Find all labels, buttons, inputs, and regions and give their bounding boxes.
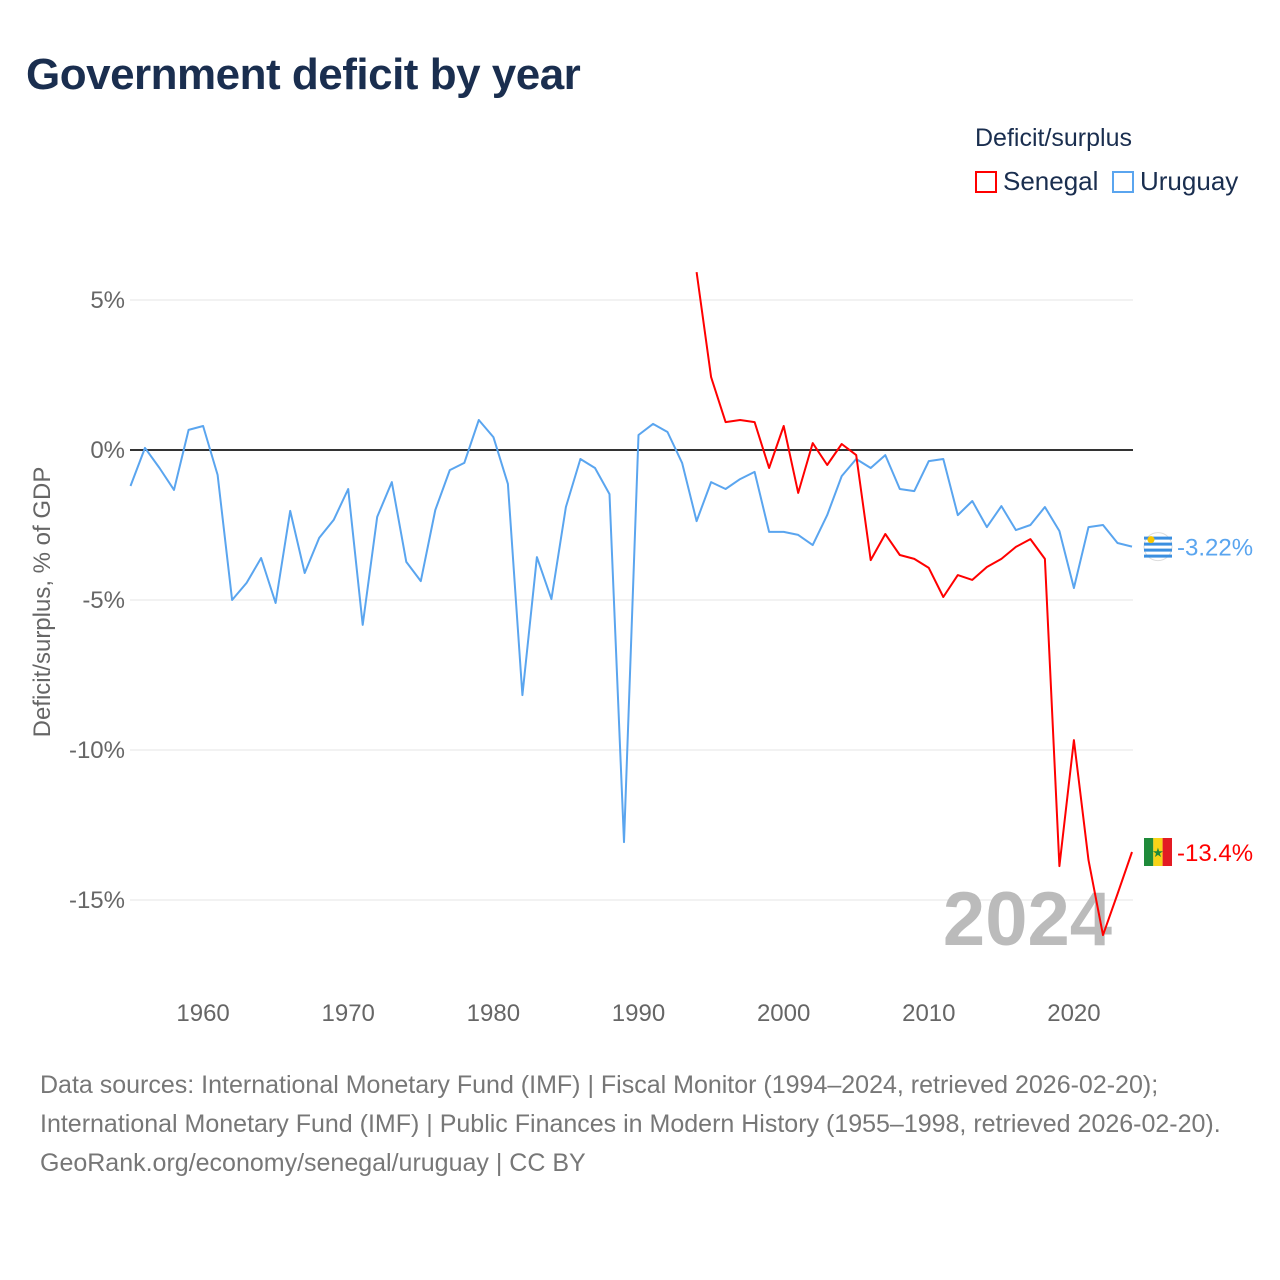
footer: Data sources: International Monetary Fun… (40, 1066, 1240, 1183)
flag-stripe (1153, 838, 1163, 866)
y-tick-label: 5% (90, 287, 125, 314)
x-tick-label: 1970 (322, 1000, 375, 1027)
x-tick-label: 1980 (467, 1000, 520, 1027)
flag-stripe (1162, 838, 1172, 866)
y-tick-label: -10% (69, 737, 125, 764)
x-tick-label: 2020 (1047, 1000, 1100, 1027)
legend-label: Senegal (1003, 166, 1099, 196)
flag-sun (1147, 536, 1155, 544)
x-tick-label: 1960 (176, 1000, 229, 1027)
x-tick-label: 1990 (612, 1000, 665, 1027)
flag-star: ★ (1152, 845, 1164, 860)
y-tick-label: -5% (82, 587, 125, 614)
senegal-flag-icon (1144, 838, 1154, 866)
legend-swatch-senegal (975, 170, 997, 193)
flag-stripe (1144, 548, 1172, 552)
data-sources: Data sources: International Monetary Fun… (40, 1071, 1221, 1138)
year-watermark: 2024 (943, 877, 1112, 962)
chart-title: Government deficit by year (26, 50, 581, 99)
legend-swatch-uruguay (1112, 170, 1134, 193)
flag-stripe (1144, 542, 1172, 546)
end-value-label-senegal: -13.4% (1177, 840, 1253, 867)
x-tick-label: 2000 (757, 1000, 810, 1027)
series-line-senegal (695, 271, 1133, 937)
y-axis-label: Deficit/surplus, % of GDP (29, 467, 56, 738)
flag-stripe (1144, 554, 1172, 558)
y-tick-label: -15% (69, 887, 125, 914)
line-chart: 5% 0% -5% -10% -15% 1960 1970 1980 1990 2000 2010 2… (29, 271, 1253, 1027)
end-value-label-uruguay: -3.22% (1177, 535, 1253, 562)
y-tick-label: 0% (90, 437, 125, 464)
flag-stripe (1144, 536, 1172, 540)
legend-label: Uruguay (1140, 166, 1239, 196)
credit-link[interactable]: GeoRank.org/economy/senegal/uruguay | CC… (40, 1149, 586, 1177)
legend-item-uruguay[interactable]: Uruguay (1112, 166, 1238, 197)
legend-item-senegal[interactable]: Senegal (975, 166, 1098, 197)
x-tick-label: 2010 (902, 1000, 955, 1027)
legend-title: Deficit/surplus (975, 124, 1132, 152)
series-line-uruguay (129, 419, 1133, 844)
